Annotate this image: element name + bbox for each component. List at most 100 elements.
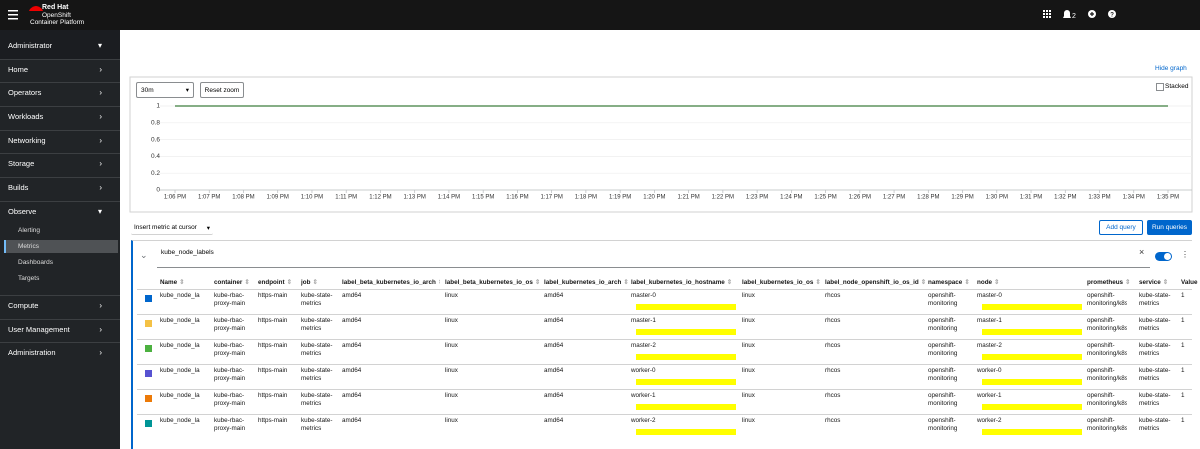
column-header[interactable]: label_kubernetes_io_os ⇕ [742,279,822,286]
nav-item[interactable]: Workloads › [8,112,112,121]
perspective-switcher[interactable]: Administrator ▾ [8,41,112,50]
x-tick-label: 1:35 PM [1157,195,1179,201]
cell-text: kube_node_labels [160,417,200,424]
cell-text: master-2 [977,342,1002,349]
column-header[interactable]: service ⇕ [1139,279,1179,286]
row-divider [137,414,1192,415]
nav-item[interactable]: Observe ▾ [8,207,112,216]
cell-text: amd64 [342,392,362,399]
collapse-toggle[interactable]: ⌄ [140,250,148,260]
table-cell: linux [742,317,782,325]
nav-item-label: Storage [8,159,35,168]
table-cell: amd64 [544,317,584,325]
x-tick-label: 1:34 PM [1123,195,1145,201]
series-swatch[interactable] [145,395,152,402]
column-header-label: label_kubernetes_io_os [742,279,814,286]
reset-zoom[interactable]: Reset zoom [200,82,244,98]
active-indicator [4,240,118,253]
menu-toggle[interactable] [8,10,18,20]
nav-item[interactable]: User Management › [8,325,112,334]
cell-text: openshift-monitoring/k8s [1087,342,1127,357]
series-swatch[interactable] [145,420,152,427]
cell-text: linux [742,317,755,324]
nav-subitem[interactable]: Alerting [18,227,41,234]
table-cell: linux [445,417,485,425]
series-swatch[interactable] [145,320,152,327]
column-header[interactable]: label_beta_kubernetes_io_os ⇕ [445,279,541,286]
stacked-checkbox[interactable] [1156,83,1164,91]
chevron: ▾ [97,207,102,216]
cell-text: openshift-monitoring [928,417,958,432]
cell-text: rhcos [825,392,841,399]
nav-item[interactable]: Builds › [8,183,112,192]
nav-item[interactable]: Networking › [8,136,112,145]
column-header[interactable]: container ⇕ [214,279,256,286]
bell-icon[interactable] [1063,10,1071,18]
row-divider [137,314,1192,315]
cell-text: https-main [258,392,288,399]
masthead: Red Hat OpenShift Container Platform 2 ? [0,0,1200,30]
separator [0,295,120,296]
cell-text: linux [445,342,458,349]
table-cell: openshift-monitoring/k8s [1087,392,1127,408]
run-queries[interactable]: Run queries [1147,220,1192,235]
add-query[interactable]: Add query [1099,220,1143,235]
nav-item[interactable]: Administration › [8,348,112,357]
nav-item-label: Workloads [8,112,44,121]
nav-item[interactable]: Storage › [8,159,112,168]
table-cell: amd64 [544,292,584,300]
nav-subitem[interactable]: Targets [18,275,40,282]
separator [0,153,120,154]
query-input[interactable]: kube_node_labels [157,245,1150,268]
column-header[interactable]: prometheus ⇕ [1087,279,1137,286]
hide-graph[interactable]: Hide graph [1155,65,1187,72]
cell-text: openshift-monitoring [928,342,958,357]
chevron: › [99,348,102,357]
sort-icon: ⇕ [179,279,185,286]
series-swatch[interactable] [145,345,152,352]
column-header[interactable]: label_node_openshift_io_os_id ⇕ [825,279,925,286]
column-header[interactable]: Value [1181,279,1200,286]
table-cell: master-0 [977,292,1007,300]
column-header[interactable]: job ⇕ [301,279,339,286]
cell-text: https-main [258,367,288,374]
cell-text: openshift-monitoring [928,292,958,307]
column-header[interactable]: Name ⇕ [160,279,212,286]
column-header[interactable]: namespace ⇕ [928,279,974,286]
column-header[interactable]: label_kubernetes_io_hostname ⇕ [631,279,739,286]
sort-icon: ⇕ [534,279,541,286]
time-range-select[interactable]: 30m ▾ [136,82,194,98]
insert-metric[interactable]: Insert metric at cursor ▾ [131,221,213,235]
series-swatch[interactable] [145,370,152,377]
cell-text: kube-state-metrics [1139,392,1171,407]
sort-icon: ⇕ [815,279,821,286]
column-header[interactable]: node ⇕ [977,279,1085,286]
clear-query[interactable]: × [1139,247,1145,257]
cell-text: kube-rbac-proxy-main [214,317,246,332]
kebab-menu[interactable]: ⋮ [1181,250,1189,259]
cell-text: 1 [1181,317,1185,324]
app-launcher[interactable] [1043,10,1051,18]
query-toggle[interactable] [1155,252,1172,261]
y-tick-label: 0 [156,187,160,194]
series-swatch[interactable] [145,295,152,302]
table-cell: worker-1 [977,392,1007,400]
column-header[interactable]: endpoint ⇕ [258,279,298,286]
cell-text: linux [445,392,458,399]
column-header[interactable]: label_kubernetes_io_arch ⇕ [544,279,628,286]
table-cell: amd64 [544,342,584,350]
nav-item[interactable]: Operators › [8,88,112,97]
x-tick-label: 1:10 PM [301,195,323,201]
help-icon[interactable] [1108,10,1116,18]
cell-text: amd64 [544,342,564,349]
cell-text: amd64 [342,317,362,324]
notification-count[interactable]: 2 [1072,13,1076,20]
table-cell: kube-state-metrics [1139,417,1179,433]
nav-item[interactable]: Compute › [8,301,112,310]
column-header[interactable]: label_beta_kubernetes_io_arch⇕ [342,279,440,286]
nav-subitem[interactable]: Dashboards [18,259,54,266]
table-cell: openshift-monitoring/k8s [1087,417,1127,433]
nav-subitem[interactable]: Metrics [18,243,39,250]
nav-item[interactable]: Home › [8,65,112,74]
table-cell: linux [742,392,782,400]
